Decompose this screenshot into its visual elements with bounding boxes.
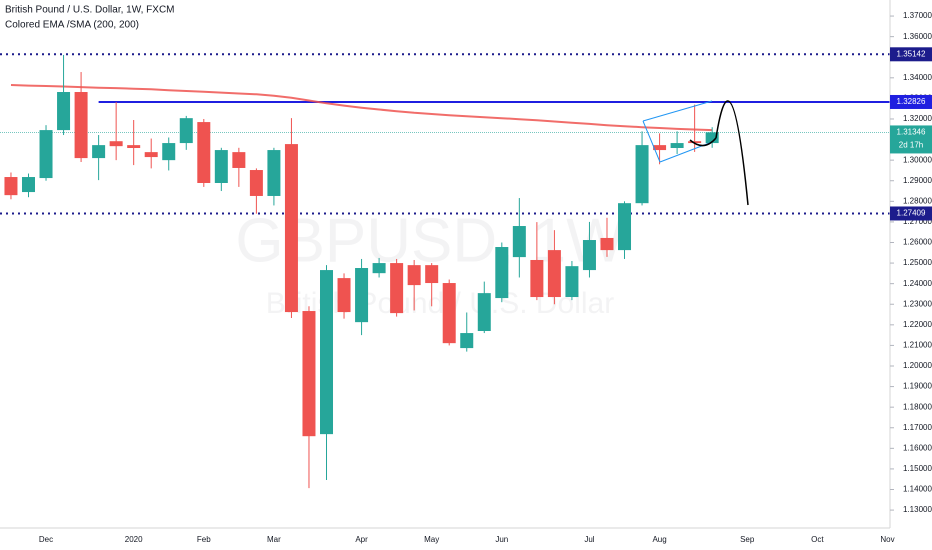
y-tick-label: 1.15000	[903, 464, 932, 473]
x-tick-label: Oct	[811, 535, 824, 544]
moving-average	[10, 84, 713, 132]
y-tick-label: 1.28000	[903, 196, 932, 205]
chart-title: British Pound / U.S. Dollar, 1W, FXCM	[5, 5, 175, 16]
candle-body	[372, 263, 386, 274]
candle-body	[565, 266, 579, 298]
y-tick-label: 1.20000	[903, 361, 932, 370]
x-tick-label: Jul	[584, 535, 594, 544]
candle-body	[57, 92, 71, 131]
candle-body	[162, 143, 176, 161]
candle-body	[670, 143, 684, 149]
candle-body	[618, 203, 632, 251]
x-tick-label: May	[424, 535, 439, 544]
drawings	[642, 100, 749, 206]
arc-drawing	[689, 137, 717, 147]
candle-body	[390, 263, 404, 314]
countdown-label: 2d 17h	[899, 141, 923, 150]
candle-body	[460, 333, 474, 349]
candle-body	[355, 268, 369, 323]
candle-body	[442, 283, 456, 344]
y-tick-label: 1.16000	[903, 443, 932, 452]
y-tick-label: 1.13000	[903, 505, 932, 514]
candle-body	[144, 152, 158, 158]
y-tick-label: 1.30000	[903, 155, 932, 164]
last-price-label: 1.31346	[897, 128, 926, 137]
candle-body	[127, 145, 141, 149]
dotted-level-label-bg	[890, 206, 932, 221]
y-tick-label: 1.37000	[903, 11, 932, 20]
candle-body	[337, 278, 351, 313]
candle-body	[197, 122, 211, 183]
candle-body	[653, 145, 667, 151]
x-tick-label: Mar	[267, 535, 281, 544]
candle-body	[320, 270, 334, 435]
last-price-label-bg	[890, 125, 932, 154]
y-tick-label: 1.29000	[903, 176, 932, 185]
candle-body	[21, 177, 35, 193]
dotted-level-label-bg	[890, 47, 932, 62]
y-tick-label: 1.24000	[903, 279, 932, 288]
y-tick-label: 1.23000	[903, 299, 932, 308]
candle-body	[284, 144, 298, 313]
candle-body	[214, 150, 228, 183]
y-tick-label: 1.34000	[903, 73, 932, 82]
candle-body	[688, 141, 702, 144]
price-axis	[890, 0, 932, 550]
x-tick-label: Dec	[39, 535, 53, 544]
candle-body	[547, 250, 561, 298]
candle-body	[74, 92, 88, 159]
candle-body	[705, 132, 719, 144]
projection-curve	[715, 100, 749, 206]
candle-body	[39, 130, 53, 179]
y-tick-label: 1.26000	[903, 238, 932, 247]
y-tick-label: 1.14000	[903, 485, 932, 494]
candle-body	[600, 237, 614, 251]
candle-body	[267, 150, 281, 196]
x-tick-label: Aug	[652, 535, 666, 544]
candle-body	[407, 265, 421, 286]
indicator-name: Colored EMA /SMA (200, 200)	[5, 20, 139, 31]
y-tick-label: 1.17000	[903, 423, 932, 432]
candle-body	[179, 118, 193, 144]
x-tick-label: Nov	[880, 535, 894, 544]
x-tick-label: Apr	[355, 535, 368, 544]
candle-body	[635, 145, 649, 204]
axes: 1.13000 1.14000 1.15000 1.16000 1.17000 1.180…	[39, 11, 932, 544]
y-tick-label: 1.18000	[903, 402, 932, 411]
watermark-description: British Pound / U.S. Dollar	[266, 287, 614, 320]
candle-body	[302, 311, 316, 437]
resistance-label: 1.32826	[897, 97, 926, 106]
y-tick-label: 1.22000	[903, 320, 932, 329]
candle-body	[92, 145, 106, 159]
x-tick-label: Sep	[740, 535, 755, 544]
candle-body	[477, 293, 491, 332]
x-tick-label: 2020	[125, 535, 143, 544]
y-tick-label: 1.25000	[903, 258, 932, 267]
dotted-level-label: 1.35142	[897, 49, 926, 58]
y-tick-label: 1.32000	[903, 114, 932, 123]
y-tick-label: 1.21000	[903, 341, 932, 350]
candle-body	[512, 226, 526, 258]
candle-body	[425, 265, 439, 284]
y-tick-label: 1.19000	[903, 382, 932, 391]
candle-body	[232, 152, 246, 168]
y-tick-label: 1.27000	[903, 217, 932, 226]
candle-body	[249, 170, 263, 196]
x-tick-label: Feb	[197, 535, 211, 544]
plot-area	[0, 53, 890, 489]
x-tick-label: Jun	[495, 535, 508, 544]
candle-body	[495, 247, 509, 299]
candle-body	[109, 141, 123, 147]
candle-body	[4, 177, 18, 196]
dotted-level-label: 1.27409	[897, 209, 926, 218]
resistance-label-bg	[890, 94, 932, 109]
candle-body	[530, 259, 544, 298]
candle-body	[582, 240, 596, 271]
y-tick-label: 1.36000	[903, 32, 932, 41]
